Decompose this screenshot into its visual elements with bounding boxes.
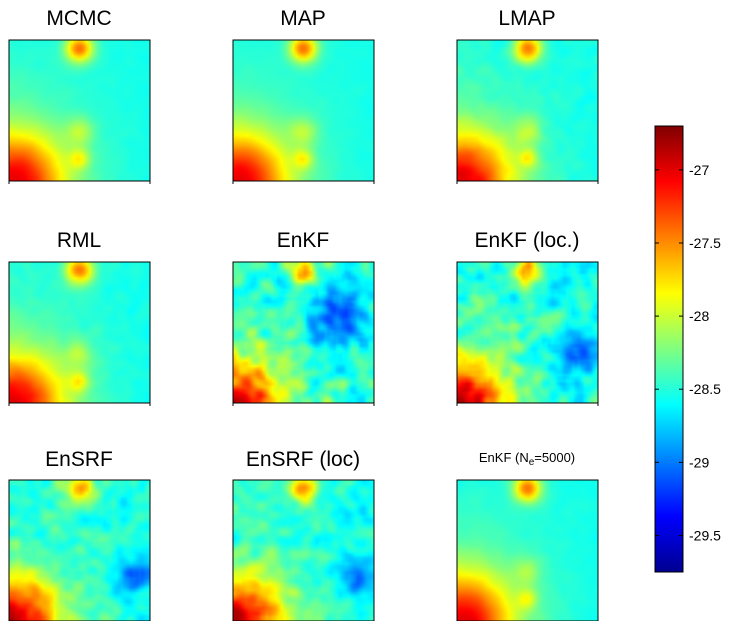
colorbar-tick-label: -27.5	[689, 235, 721, 251]
panel-title-rml: RML	[57, 229, 101, 252]
heatmap-image-3	[457, 40, 598, 181]
heatmap-frame-7	[8, 479, 151, 621]
heatmap-frame-6	[456, 261, 599, 404]
panel-title-enkf-loc: EnKF (loc.)	[474, 229, 579, 252]
panel-title-lmap: LMAP	[498, 7, 555, 30]
panel-title-ensrf-loc: EnSRF (loc)	[246, 448, 360, 471]
heatmap-panel-7	[8, 479, 151, 621]
heatmap-image-1	[9, 40, 150, 181]
heatmap-panel-8	[232, 479, 375, 621]
panel-title-enkf: EnKF	[277, 229, 330, 252]
heatmap-panel-3	[456, 39, 599, 184]
heatmap-frame-9	[456, 479, 599, 621]
colorbar-tick-label: -27	[689, 162, 709, 178]
panels-layer	[8, 39, 599, 621]
heatmap-image-9	[457, 480, 598, 621]
heatmap-frame-2	[232, 39, 375, 182]
heatmap-panel-1	[8, 39, 151, 184]
heatmap-panel-9	[456, 479, 599, 621]
colorbar-ticks: -27 -27.5 -28 -28.5 -29 -29.5	[655, 162, 721, 543]
colorbar-tick-label: -29.5	[689, 527, 721, 543]
colorbar: -27 -27.5 -28 -28.5 -29 -29.5	[654, 125, 721, 573]
colorbar-gradient	[654, 125, 684, 573]
heatmap-image-8	[233, 480, 374, 621]
heatmap-panel-2	[232, 39, 375, 184]
heatmap-image-6	[457, 262, 598, 403]
heatmap-panel-5	[232, 261, 375, 406]
panel-title-enkf-ne5000: EnKF (Ne=5000)	[479, 450, 575, 468]
panel-title-map: MAP	[280, 7, 326, 30]
heatmap-image-7	[9, 480, 150, 621]
heatmap-image-4	[9, 262, 150, 403]
colorbar-tick-label: -28	[689, 308, 709, 324]
heatmap-panel-4	[8, 261, 151, 406]
panel-title-ensrf: EnSRF	[45, 448, 113, 471]
heatmap-frame-5	[232, 261, 375, 404]
heatmap-frame-8	[232, 479, 375, 621]
heatmap-frame-3	[456, 39, 599, 182]
panel-title-mcmc: MCMC	[46, 7, 111, 30]
heatmap-frame-4	[8, 261, 151, 404]
heatmap-image-5	[233, 262, 374, 403]
colorbar-tick-label: -28.5	[689, 381, 721, 397]
heatmap-image-2	[233, 40, 374, 181]
heatmap-panel-6	[456, 261, 599, 406]
colorbar-tick-label: -29	[689, 454, 709, 470]
heatmap-frame-1	[8, 39, 151, 182]
